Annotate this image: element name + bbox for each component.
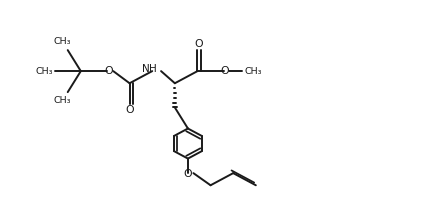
- Text: CH₃: CH₃: [36, 67, 53, 76]
- Text: CH₃: CH₃: [245, 67, 263, 76]
- Text: O: O: [125, 105, 134, 115]
- Text: O: O: [104, 66, 113, 76]
- Text: O: O: [220, 66, 229, 76]
- Text: CH₃: CH₃: [54, 37, 71, 46]
- Text: CH₃: CH₃: [54, 96, 71, 105]
- Text: H: H: [149, 64, 157, 74]
- Text: O: O: [184, 169, 192, 179]
- Text: N: N: [143, 64, 150, 74]
- Text: O: O: [195, 39, 203, 49]
